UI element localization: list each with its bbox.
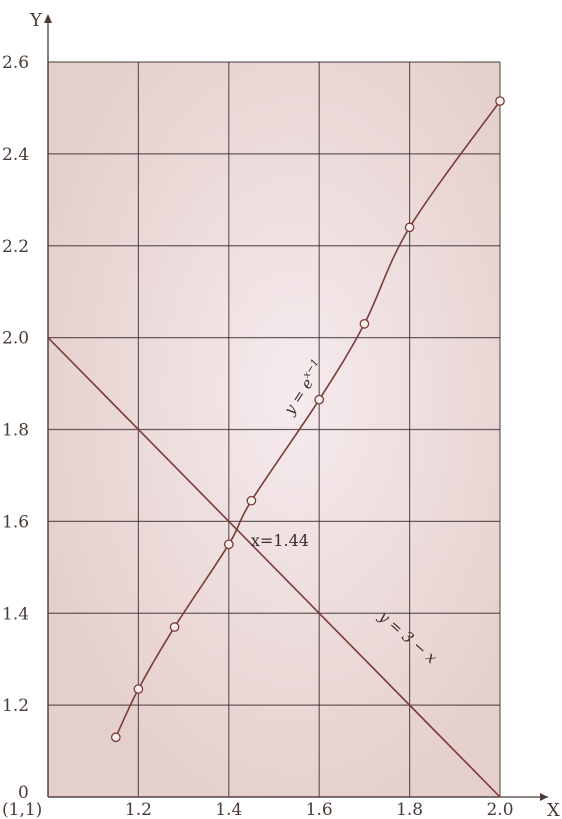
data-point bbox=[223, 539, 234, 550]
x-tick-label: 1.8 bbox=[396, 800, 423, 819]
series-line-y-3-minus-x bbox=[47, 337, 501, 798]
y-tick-label: 2.0 bbox=[2, 329, 29, 349]
x-tick-label: 1.6 bbox=[306, 800, 333, 819]
y-tick-label: 1.6 bbox=[2, 512, 29, 532]
data-point bbox=[246, 495, 257, 506]
data-point bbox=[133, 684, 144, 694]
data-point bbox=[110, 732, 121, 743]
data-point bbox=[495, 96, 505, 106]
y-tick-label: 2.6 bbox=[2, 53, 29, 73]
x-tick-label: 1.4 bbox=[215, 800, 242, 819]
x-tick-label: (1,1) bbox=[2, 800, 42, 819]
data-point bbox=[359, 318, 370, 329]
tick-labels: (1,1) 1.2 1.4 1.6 1.8 2.0 0 1.2 1.4 1.6 1.8 2.0 2.2 2… bbox=[2, 53, 514, 819]
y-tick-label: 2.4 bbox=[2, 145, 29, 165]
x-tick-label: 2.0 bbox=[486, 800, 513, 819]
y-axis-arrow bbox=[44, 14, 52, 23]
y-tick-label: 0 bbox=[18, 783, 29, 803]
y-tick-label: 2.2 bbox=[2, 237, 29, 257]
y-tick-label: 1.8 bbox=[2, 421, 29, 441]
data-point bbox=[404, 222, 415, 233]
x-tick-label: 1.2 bbox=[125, 800, 152, 819]
x-axis-arrow bbox=[540, 793, 548, 801]
data-point bbox=[314, 394, 325, 405]
y-tick-label: 1.4 bbox=[2, 604, 29, 624]
x-axis-label: X bbox=[547, 800, 560, 819]
series-layer bbox=[47, 96, 505, 798]
y-axis-label: Y bbox=[29, 10, 43, 31]
axes: YX bbox=[29, 10, 560, 819]
intersection-annotation: x=1.44 bbox=[251, 531, 309, 550]
y-tick-label: 1.2 bbox=[2, 696, 29, 716]
data-point bbox=[169, 622, 180, 632]
